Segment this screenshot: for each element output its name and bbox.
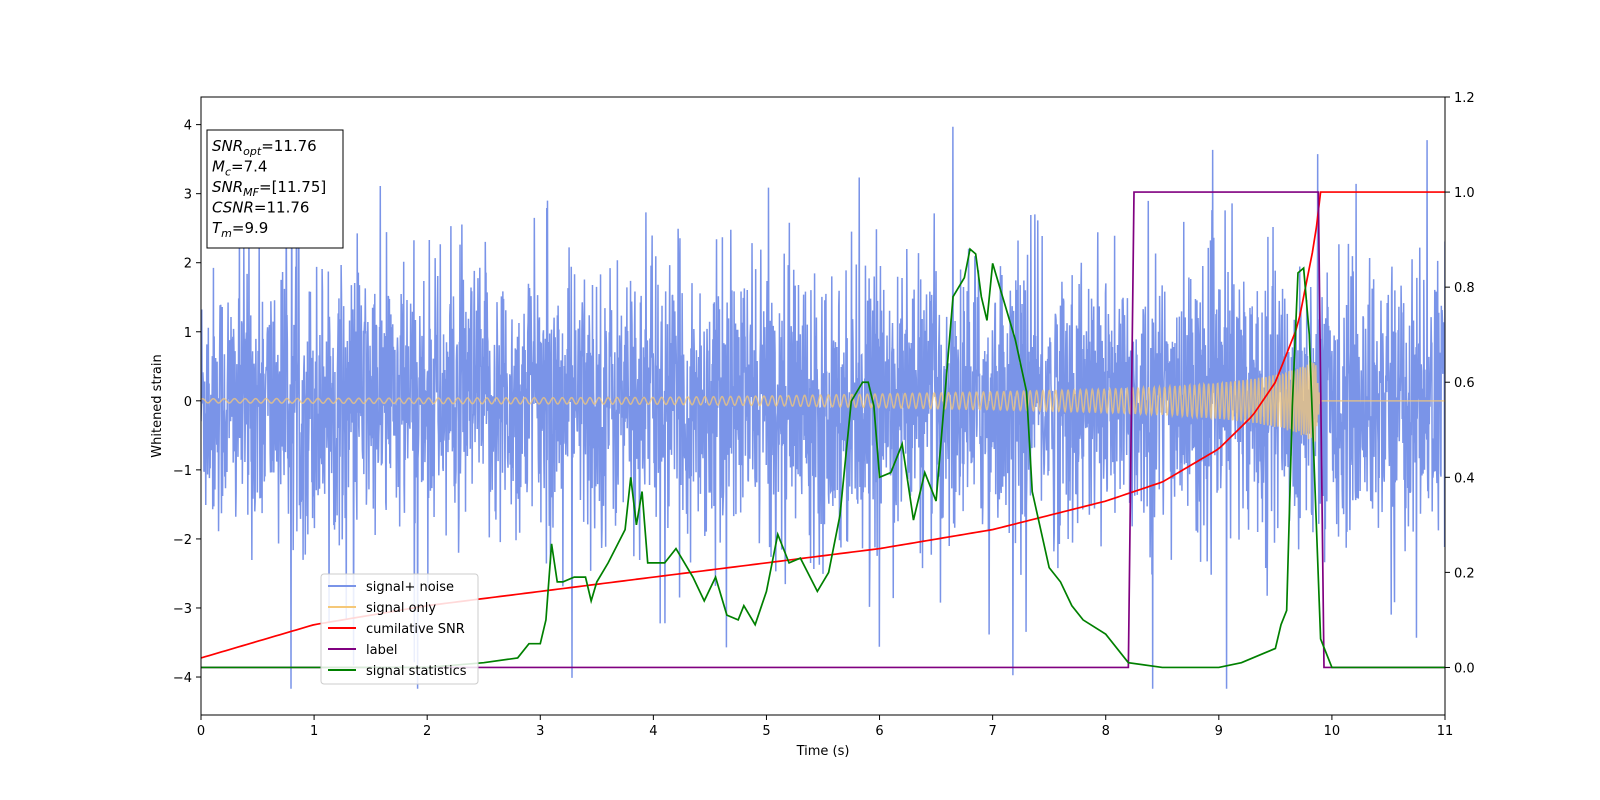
y-axis-right: 0.0 0.2 0.4 0.6 0.8 1.0 1.2 — [1445, 91, 1475, 676]
axes-frame — [200, 96, 1446, 716]
x-tick-label: 4 — [649, 724, 657, 739]
x-tick-label: 6 — [875, 724, 883, 739]
y-tick-label-right: 1.0 — [1454, 186, 1475, 201]
y-tick-label-left: 0 — [184, 395, 192, 410]
info-box-line: SNRMF=[11.75] — [212, 178, 326, 199]
y-tick-label-right: 0.0 — [1454, 661, 1475, 676]
legend: signal+ noise signal only cumilative SNR la… — [320, 573, 479, 685]
info-box-line: Tm=9.9 — [212, 219, 268, 240]
y-axis-left: −4 −3 −2 −1 0 1 2 3 4 — [173, 119, 201, 686]
y-tick-label-left: 4 — [184, 119, 192, 134]
y-tick-label-left: −1 — [173, 464, 192, 479]
y-tick-label-left: −4 — [173, 671, 192, 686]
x-tick-label: 0 — [197, 724, 205, 739]
series-line-signal-statistics — [201, 247, 1445, 669]
y-tick-label-left: 2 — [184, 257, 192, 272]
x-tick-label: 10 — [1324, 724, 1341, 739]
y-tick-label-right: 0.2 — [1454, 566, 1475, 581]
info-box-line: Mc=7.4 — [212, 158, 267, 179]
info-box-line: CSNR=11.76 — [212, 199, 309, 217]
legend-entry: signal only — [366, 601, 436, 616]
y-tick-label-right: 0.8 — [1454, 281, 1475, 296]
x-tick-label: 5 — [762, 724, 770, 739]
legend-entry: signal statistics — [366, 664, 467, 679]
info-box-frame — [206, 129, 344, 249]
y-tick-label-right: 1.2 — [1454, 91, 1475, 106]
info-box: SNRopt=11.76Mc=7.4SNRMF=[11.75]CSNR=11.7… — [206, 129, 344, 249]
y-tick-label-right: 0.4 — [1454, 471, 1475, 486]
y-tick-label-left: −3 — [173, 602, 192, 617]
x-tick-label: 2 — [423, 724, 431, 739]
x-tick-label: 1 — [310, 724, 318, 739]
series-line-signal-only — [201, 361, 1445, 442]
y-tick-label-left: 3 — [184, 188, 192, 203]
x-tick-label: 9 — [1215, 724, 1223, 739]
x-tick-label: 11 — [1437, 724, 1454, 739]
x-axis-label: Time (s) — [796, 744, 850, 759]
x-tick-label: 3 — [536, 724, 544, 739]
x-tick-label: 7 — [988, 724, 996, 739]
info-box-line: SNRopt=11.76 — [212, 137, 317, 158]
x-tick-label: 8 — [1102, 724, 1110, 739]
legend-entry: signal+ noise — [366, 580, 454, 595]
legend-entry: label — [366, 643, 397, 658]
y-tick-label-left: 1 — [184, 326, 192, 341]
y-axis-label: Whitened strain — [150, 354, 165, 457]
legend-entry: cumilative SNR — [366, 622, 465, 637]
y-tick-label-right: 0.6 — [1454, 376, 1475, 391]
legend-frame — [320, 573, 479, 685]
x-axis: 0 1 2 3 4 5 6 7 8 9 10 11 — [197, 715, 1453, 739]
y-tick-label-left: −2 — [173, 533, 192, 548]
series-line-signal-noise — [201, 126, 1445, 689]
